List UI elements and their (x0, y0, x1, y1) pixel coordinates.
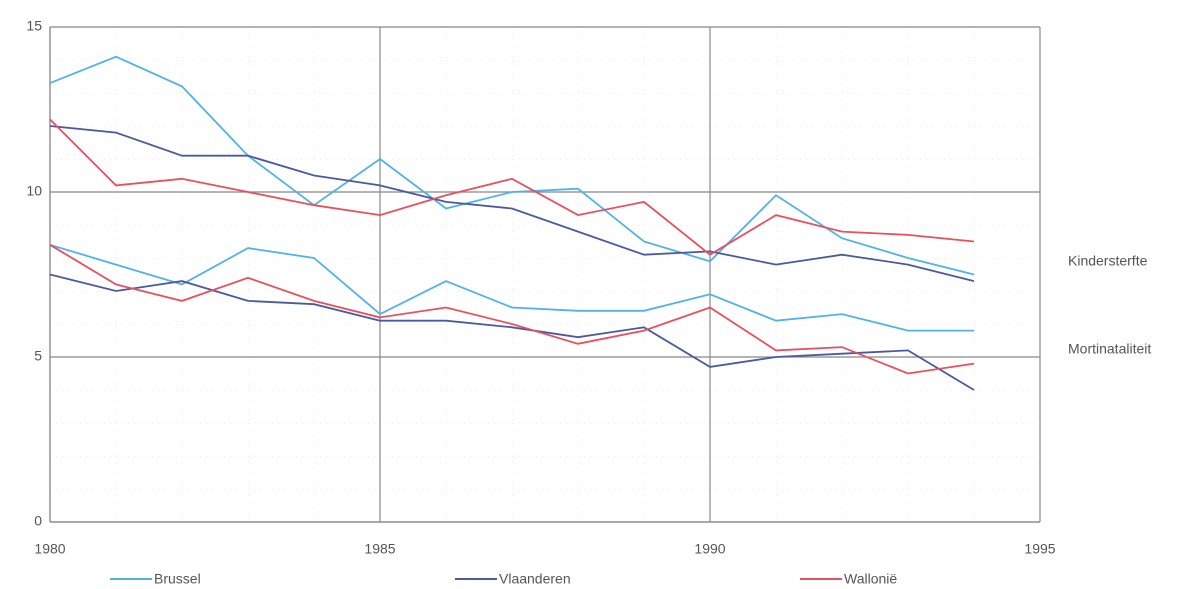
legend-label: Wallonië (844, 571, 897, 587)
legend-label: Vlaanderen (499, 571, 571, 587)
series-line (49, 244, 975, 375)
series-line (49, 55, 975, 276)
minor-grid (50, 27, 1040, 522)
y-tick-label: 10 (26, 183, 42, 199)
line-label: Kindersterfte (1068, 253, 1148, 269)
y-tick-label: 5 (34, 348, 42, 364)
y-tick-label: 15 (26, 18, 42, 34)
legend-label: Brussel (154, 571, 201, 587)
series-line (49, 118, 975, 256)
series-line (49, 243, 974, 332)
x-tick-label: 1990 (694, 541, 725, 557)
y-tick-label: 0 (34, 513, 42, 529)
x-tick-label: 1995 (1024, 541, 1055, 557)
series-line (49, 125, 975, 282)
series-line (49, 273, 975, 391)
x-tick-label: 1980 (34, 541, 65, 557)
x-tick-label: 1985 (364, 541, 395, 557)
line-label: Mortinataliteit (1068, 341, 1151, 357)
